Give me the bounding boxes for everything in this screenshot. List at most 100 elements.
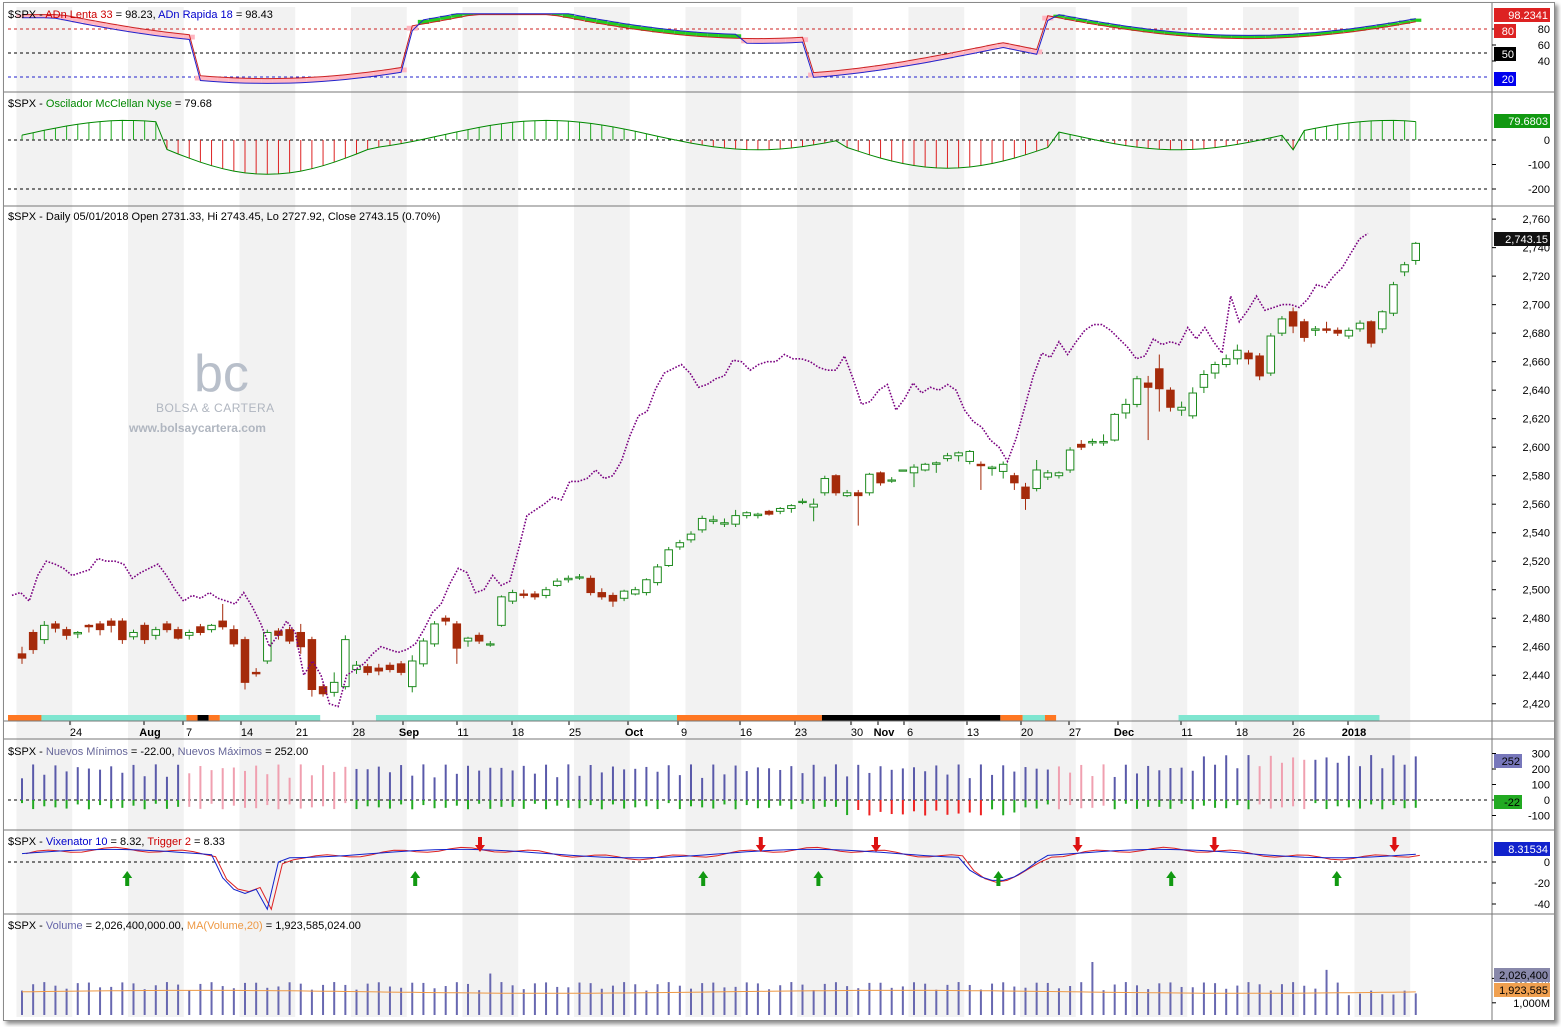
regime-strip [677, 715, 822, 721]
date-label: 11 [457, 727, 468, 739]
adn-panel [8, 13, 1489, 84]
candle-up [753, 513, 763, 517]
candle-down [474, 634, 484, 642]
sell-arrow-icon [871, 837, 881, 852]
buy-arrow-icon [993, 871, 1004, 886]
candle-up [263, 631, 272, 662]
scale-tick-label: -100 [1528, 160, 1550, 172]
candle-down [240, 639, 250, 683]
panel-header-segment: $SPX - [8, 98, 46, 110]
candle-up [1210, 364, 1220, 374]
candle-down [84, 624, 94, 628]
candle-up [341, 639, 350, 688]
regime-strip [1000, 715, 1023, 721]
candle-up [1177, 406, 1186, 411]
regime-strip [1044, 715, 1057, 721]
scale-tick-label: -40 [1534, 899, 1550, 911]
regime-strip [186, 715, 198, 721]
candle-up [430, 623, 439, 645]
candle-down [519, 593, 528, 596]
date-label: Aug [139, 727, 160, 739]
candle-down [1300, 321, 1309, 338]
value-badge [1494, 24, 1516, 38]
value-badge-label: 2,026,400 [1499, 970, 1548, 982]
regime-strip [375, 715, 677, 721]
scale-tick-label: 2,600 [1522, 442, 1550, 454]
candle-down [1077, 443, 1086, 448]
candle-up [1121, 403, 1131, 414]
candle-down [196, 626, 205, 633]
candle-up [497, 596, 506, 626]
candle-up [564, 577, 573, 581]
panel-header-segment: $SPX - [8, 9, 45, 21]
scale-tick-label: 2,720 [1522, 271, 1550, 283]
candle-down [62, 629, 71, 636]
panel-header-segment: = 2,026,400,000.00, [83, 920, 187, 932]
weekly-shading [16, 7, 1411, 1017]
candle-up [1355, 322, 1365, 330]
vixenator-panel [8, 837, 1489, 911]
value-badge [1494, 968, 1550, 982]
scale-tick-label: 2,640 [1522, 385, 1550, 397]
week-band [351, 7, 407, 1017]
new-lows-highs-panel [8, 755, 1489, 816]
value-badge [1494, 754, 1522, 768]
candle-down [586, 577, 595, 594]
buy-arrow-icon [1166, 871, 1177, 886]
week-band [1020, 7, 1076, 1017]
candle-down [1155, 368, 1164, 390]
panel-header-price: $SPX - Daily 05/01/2018 Open 2731.33, Hi… [8, 211, 440, 223]
candle-up [1277, 318, 1287, 334]
scale-tick-label: 2,540 [1522, 528, 1550, 540]
volume-ma-line [21, 989, 1416, 994]
candle-down [28, 631, 38, 651]
date-label: 2018 [1342, 727, 1366, 739]
date-label: 28 [353, 727, 365, 739]
date-label: 23 [795, 727, 807, 739]
date-label: 13 [967, 727, 979, 739]
candle-down [608, 594, 618, 602]
candle-up [1311, 328, 1320, 331]
panel-header-segment: Nuevos Mínimos [46, 746, 128, 758]
candle-up [352, 664, 361, 671]
candle-down [274, 630, 283, 636]
sell-arrow-icon [1389, 837, 1400, 852]
candle-down [296, 631, 305, 648]
regime-strip [8, 715, 42, 721]
date-label: 18 [512, 727, 524, 739]
candle-up [998, 463, 1008, 472]
candle-up [943, 455, 952, 460]
value-badge-label: 1,923,585 [1499, 985, 1548, 997]
scale-tick-label: 2,620 [1522, 414, 1550, 426]
panel-header-segment: Volume [46, 920, 83, 932]
panel-header-segment: = 79.68 [172, 98, 212, 110]
panel-header-segment: Trigger 2 [147, 836, 191, 848]
scale-tick-label: -100 [1528, 811, 1550, 823]
date-axis: 24 Aug 7 14 21 28 Sep 11 18 25 Oct 9 16 23 30 Nov 6 13 20 2… [69, 721, 1366, 739]
candle-up [1221, 358, 1231, 366]
candle-down [251, 671, 261, 675]
scale-tick-label: 0 [1544, 857, 1550, 869]
panel-header-segment: MA(Volume,20) [187, 920, 263, 932]
date-label: Nov [874, 727, 896, 739]
week-band [574, 7, 630, 1017]
value-badge-label: 98.2341 [1508, 10, 1548, 22]
week-band [462, 7, 519, 1017]
volume-panel [21, 962, 1417, 1015]
candle-down [976, 463, 986, 467]
scale-tick-label: 1,000M [1513, 998, 1550, 1010]
candle-down [318, 686, 328, 695]
candle-up [1378, 311, 1387, 330]
value-badge [1494, 842, 1550, 856]
candle-down [229, 629, 239, 645]
sell-arrow-icon [1072, 837, 1083, 852]
buy-arrow-icon [698, 871, 709, 886]
regime-strip [208, 715, 220, 721]
week-band [685, 7, 742, 1017]
week-band [1354, 7, 1411, 1017]
panel-header-newlows: $SPX - Nuevos Mínimos = -22.00, Nuevos M… [8, 746, 308, 758]
candle-up [1188, 392, 1197, 417]
buy-arrow-icon [1331, 871, 1342, 886]
candle-up [1266, 335, 1276, 374]
candle-up [787, 505, 796, 509]
